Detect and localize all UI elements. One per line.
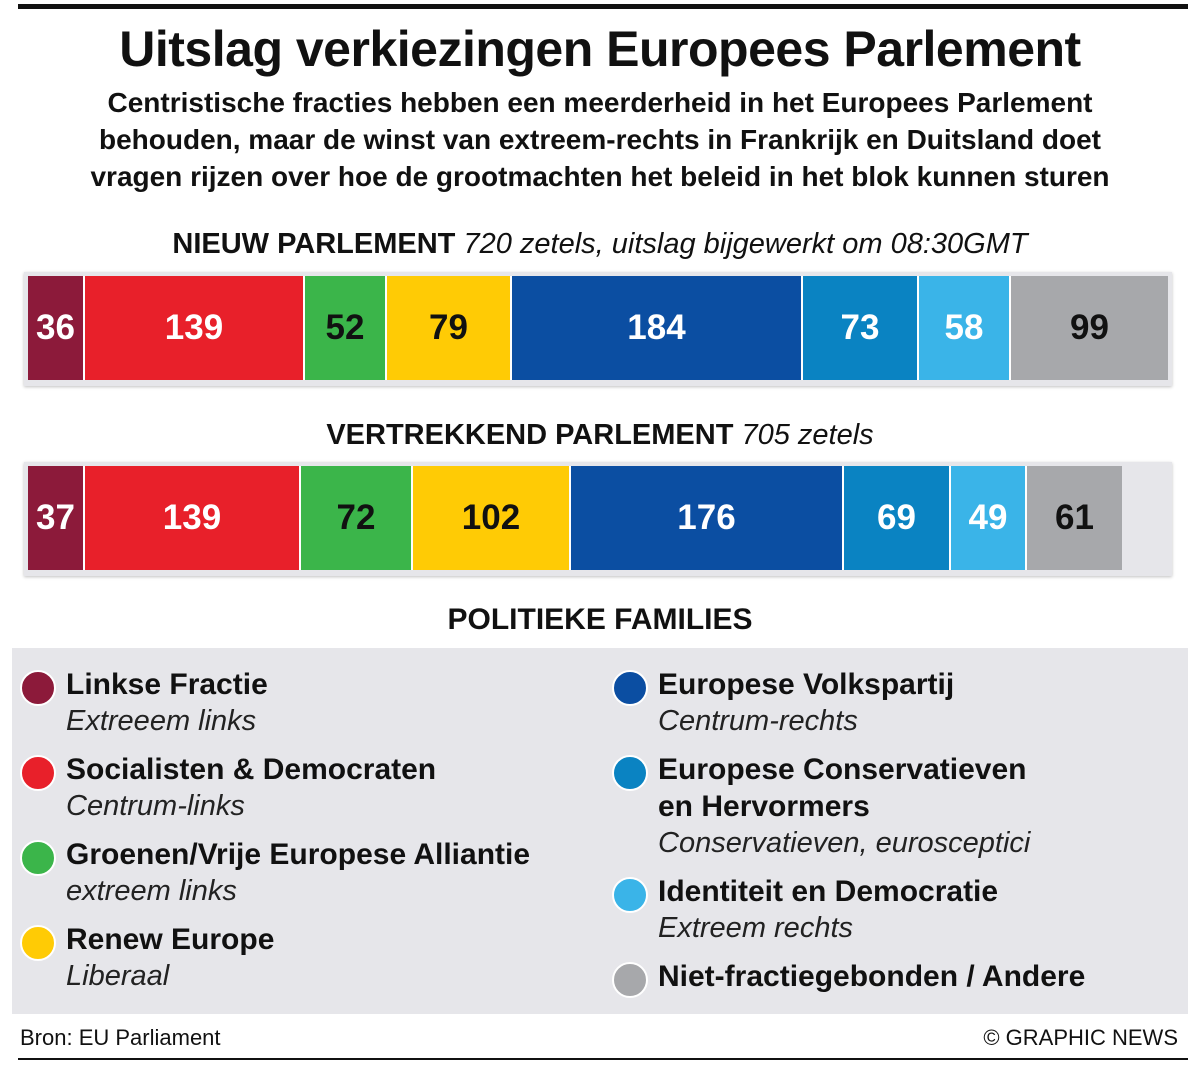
data-label: 69 xyxy=(877,498,916,537)
legend-item-name: Renew Europe xyxy=(66,923,275,956)
subtitle: Centristische fracties hebben een meerde… xyxy=(10,84,1190,195)
outgoing-parliament-label: VERTREKKEND PARLEMENT xyxy=(326,419,734,451)
bar-segment-ecr: 69 xyxy=(844,466,951,570)
legend: Linkse Fractie Extreeem links Socialiste… xyxy=(12,648,1188,1014)
color-dot-icon xyxy=(20,670,56,706)
bar-segment-non-attached: 61 xyxy=(1027,466,1122,570)
legend-item-name: Linkse Fractie xyxy=(66,668,268,701)
legend-item-desc: Centrum-links xyxy=(66,790,245,822)
page-title: Uitslag verkiezingen Europees Parlement xyxy=(119,21,1081,77)
legend-item-desc: extreem links xyxy=(66,875,237,907)
subtitle-line: vragen rijzen over hoe de grootmachten h… xyxy=(90,161,1110,192)
legend-item-name: Socialisten & Democraten xyxy=(66,753,437,786)
bar-segment-epp: 184 xyxy=(512,276,803,380)
legend-item-name-line2: en Hervormers xyxy=(658,790,870,823)
legend-item-desc: Extreeem links xyxy=(66,705,257,737)
color-dot-icon xyxy=(20,925,56,961)
legend-item-name: Europese Volkspartij xyxy=(658,668,955,701)
bar-segment-id: 58 xyxy=(919,276,1011,380)
legend-item-desc: Conservatieven, eurosceptici xyxy=(658,827,1031,859)
data-label: 79 xyxy=(429,308,468,347)
subtitle-line: behouden, maar de winst van extreem-rech… xyxy=(98,124,1102,155)
new-parliament-chart: 36 139 52 79 184 73 58 99 xyxy=(24,272,1172,386)
outgoing-parliament-chart: 37 139 72 102 176 69 49 61 xyxy=(24,462,1172,576)
new-parliament-label: NIEUW PARLEMENT xyxy=(172,228,456,260)
data-label: 58 xyxy=(944,308,984,347)
legend-item-desc: Extreem rechts xyxy=(658,912,853,944)
bar-segment-left-fraction: 36 xyxy=(28,276,85,380)
color-dot-icon xyxy=(612,755,648,791)
bar-segment-epp: 176 xyxy=(571,466,844,570)
bar-segment-renew: 102 xyxy=(413,466,571,570)
data-label: 139 xyxy=(162,498,222,537)
bar-segment-left-fraction: 37 xyxy=(28,466,85,570)
top-rule xyxy=(18,4,1188,9)
legend-item-desc: Centrum-rechts xyxy=(658,705,858,737)
credit-note: © GRAPHIC NEWS xyxy=(983,1025,1178,1050)
bar-segment-socialists: 139 xyxy=(85,466,301,570)
legend-item-name: Europese Conservatieven xyxy=(658,753,1027,786)
color-dot-icon xyxy=(612,962,648,998)
bottom-rule xyxy=(18,1058,1188,1060)
color-dot-icon xyxy=(20,755,56,791)
bar-segment-socialists: 139 xyxy=(85,276,305,380)
new-parliament-note: 720 zetels, uitslag bijgewerkt om 08:30G… xyxy=(463,228,1028,260)
data-label: 139 xyxy=(164,308,224,347)
color-dot-icon xyxy=(20,840,56,876)
color-dot-icon xyxy=(612,670,648,706)
legend-item-name: Identiteit en Democratie xyxy=(658,875,999,908)
data-label: 73 xyxy=(840,308,880,347)
color-dot-icon xyxy=(612,877,648,913)
data-label: 52 xyxy=(325,308,365,347)
data-label: 176 xyxy=(677,498,736,537)
bar-segment-non-attached: 99 xyxy=(1011,276,1168,380)
bar-segment-greens: 52 xyxy=(305,276,387,380)
bar-segment-renew: 79 xyxy=(387,276,512,380)
data-label: 36 xyxy=(36,308,75,347)
bar-segment-id: 49 xyxy=(951,466,1027,570)
bar-segment-greens: 72 xyxy=(301,466,413,570)
bar-segment-ecr: 73 xyxy=(803,276,919,380)
source-note: Bron: EU Parliament xyxy=(20,1025,221,1050)
new-parliament-heading: NIEUW PARLEMENT 720 zetels, uitslag bijg… xyxy=(0,226,1200,262)
data-label: 61 xyxy=(1055,498,1094,537)
data-label: 49 xyxy=(968,498,1008,537)
legend-item-name: Groenen/Vrije Europese Alliantie xyxy=(66,838,531,871)
outgoing-parliament-bar: 37 139 72 102 176 69 49 61 xyxy=(28,466,1122,570)
data-label: 102 xyxy=(461,498,521,537)
subtitle-line: Centristische fracties hebben een meerde… xyxy=(107,87,1093,118)
legend-heading: POLITIEKE FAMILIES xyxy=(447,603,753,636)
data-label: 72 xyxy=(336,498,376,537)
legend-item-name: Niet-fractiegebonden / Andere xyxy=(658,960,1086,993)
legend-item-desc: Liberaal xyxy=(66,960,170,992)
data-label: 37 xyxy=(36,498,75,537)
data-label: 99 xyxy=(1070,308,1109,347)
outgoing-parliament-note: 705 zetels xyxy=(741,419,874,451)
data-label: 184 xyxy=(627,308,686,347)
outgoing-parliament-heading: VERTREKKEND PARLEMENT 705 zetels xyxy=(0,417,1200,453)
new-parliament-bar: 36 139 52 79 184 73 58 99 xyxy=(28,276,1168,380)
